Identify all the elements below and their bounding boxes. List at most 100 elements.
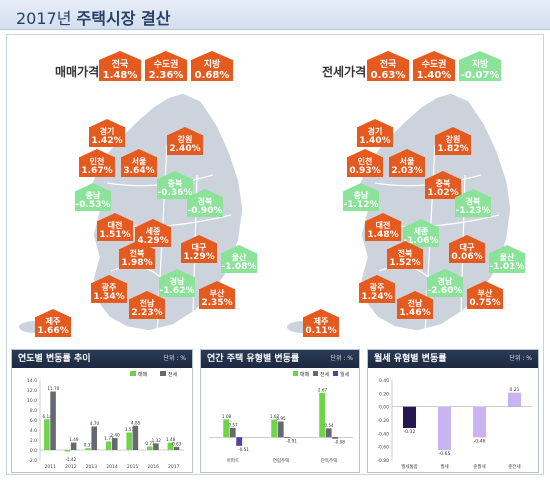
bar-전세-아파트 (229, 427, 236, 438)
y-tick-label: -0.60 (377, 445, 389, 451)
jeonse-region-gwangju: 광주 1.24% (359, 275, 395, 303)
bar-value-label: -0.51 (238, 447, 249, 452)
bar-매매-2011 (44, 419, 50, 450)
badge-value: 1.82% (437, 144, 469, 155)
bar-월세-단독주택 (332, 437, 339, 439)
jeonse-region-gyeonggi: 경기 1.40% (357, 119, 393, 147)
badge-roof (343, 183, 379, 192)
monthly-chart-header: 월세 유형별 변동률 단위 : % (368, 350, 538, 368)
badge-roof (357, 119, 393, 128)
bar-value-label: 1.48 (166, 437, 176, 442)
bar-value-label: 0.54 (324, 423, 334, 428)
y-tick-label: 0.00 (379, 405, 389, 411)
badge-roof (365, 213, 401, 222)
title-prefix: 2017년 (16, 9, 77, 28)
sale-region-seoul: 서울 3.64% (121, 149, 157, 177)
badge-region-name: 경기 (99, 127, 115, 137)
badge-value: -0.53% (75, 200, 111, 211)
badge-value: 1.40% (359, 136, 391, 147)
sale-region-gyeongbuk: 경북 -0.90% (187, 189, 223, 217)
badge-region-name: 전국 (111, 59, 129, 70)
badge-region-name: 경남 (437, 277, 453, 287)
badge-region-name: 수도권 (421, 59, 447, 70)
badge-region-name: 인천 (89, 157, 105, 167)
bar-전세-단독주택 (325, 428, 332, 438)
badge-body: 충북 1.02% (425, 179, 461, 199)
bar-value-label: 0.57 (228, 422, 238, 427)
badge-region-name: 강원 (177, 135, 193, 145)
type-chart-panel: 연간 주택 유형별 변동률 단위 : % 매매 전세 월세 1.08 0.57 -0.51 아… (200, 349, 360, 473)
bar-value-label: 3.51 (125, 427, 135, 432)
badge-body: 경북 -0.90% (187, 197, 223, 217)
legend-swatch-2 (333, 371, 338, 376)
badge-roof (79, 149, 115, 158)
badge-body: 대구 0.06% (449, 243, 485, 263)
badge-body: 광주 1.34% (91, 283, 127, 303)
badge-region-name: 울산 (231, 253, 247, 263)
badge-value: 2.36% (148, 69, 184, 81)
monthly-chart-panel: 월세 유형별 변동률 단위 : % 0.40 0.20 0.00 -0.20 -0.40 -… (367, 349, 539, 473)
bar-value-label: 4.70 (90, 421, 100, 426)
x-tick-label: 연립주택 (273, 457, 290, 464)
monthly-chart-title: 월세 유형별 변동률 (374, 354, 447, 364)
badge-body: 충남 -1.12% (343, 191, 379, 211)
sale-region-jeju: 제주 1.66% (35, 309, 71, 337)
jeonse-summary-1: 수도권 1.40% (413, 51, 455, 81)
bar-value-label: -0.46 (474, 438, 486, 444)
legend-label-0: 매매 (138, 371, 148, 378)
badge-region-name: 세종 (145, 227, 161, 237)
badge-value: 1.24% (361, 292, 393, 303)
badge-region-name: 경남 (169, 277, 185, 287)
x-tick-label: 아파트 (227, 457, 239, 464)
badge-region-name: 인천 (357, 157, 373, 167)
badge-body: 지방 0.68% (191, 60, 233, 81)
y-tick-label: 4.0 (30, 428, 37, 434)
jeonse-region-busan: 부산 0.75% (467, 281, 503, 309)
badge-body: 경남 -2.60% (427, 277, 463, 297)
bar-매매-2012 (64, 450, 71, 452)
x-tick-label: 준전세 (508, 463, 520, 470)
bar-전세-2014 (112, 438, 118, 450)
badge-roof (435, 127, 471, 136)
badge-region-name: 지방 (471, 59, 489, 70)
jeonse-region-gyeongbuk: 경북 -1.23% (455, 189, 491, 217)
badge-value: 2.03% (391, 166, 423, 177)
badge-roof (347, 149, 383, 158)
badge-region-name: 전남 (139, 299, 155, 309)
x-tick-label: 2012 (65, 464, 77, 470)
badge-value: -1.01% (489, 262, 525, 273)
type-chart-title: 연간 주택 유형별 변동률 (207, 354, 300, 364)
sale-region-gwangju: 광주 1.34% (91, 275, 127, 303)
badge-roof (389, 149, 425, 158)
x-tick-label: 2016 (147, 464, 159, 470)
sale-label: 매매가격 (55, 65, 100, 79)
badge-value: -0.90% (187, 206, 223, 217)
badge-value: -2.60% (427, 286, 463, 297)
badge-roof (99, 51, 141, 60)
badge-region-name: 광주 (369, 283, 385, 293)
badge-value: 0.63% (370, 69, 406, 81)
badge-roof (455, 189, 491, 198)
bar-준전세 (508, 392, 521, 407)
x-tick-label: 단독주택 (321, 457, 338, 464)
badge-roof (121, 149, 157, 158)
badge-value: 1.51% (99, 230, 131, 241)
badge-roof (303, 309, 339, 318)
badge-value: 1.40% (416, 69, 452, 81)
bar-전세-2011 (50, 391, 56, 450)
badge-body: 경북 -1.23% (455, 197, 491, 217)
badge-value: 1.48% (367, 230, 399, 241)
badge-value: -1.12% (343, 200, 379, 211)
y-tick-label: 2.0 (30, 438, 37, 444)
jeonse-region-gyeongnam: 경남 -2.60% (427, 269, 463, 297)
sale-region-daejeon: 대전 1.51% (97, 213, 133, 241)
title-bold: 주택시장 결산 (76, 9, 171, 28)
y-tick-label: -0.20 (377, 418, 389, 424)
badge-body: 전남 2.23% (129, 299, 165, 319)
bar-월세 (438, 406, 451, 450)
badge-region-name: 대전 (107, 221, 123, 231)
x-tick-label: 2015 (127, 464, 139, 470)
badge-body: 세종 4.29% (135, 227, 171, 247)
bar-value-label: 1.07 (270, 414, 280, 419)
badge-value: 1.48% (102, 69, 138, 81)
